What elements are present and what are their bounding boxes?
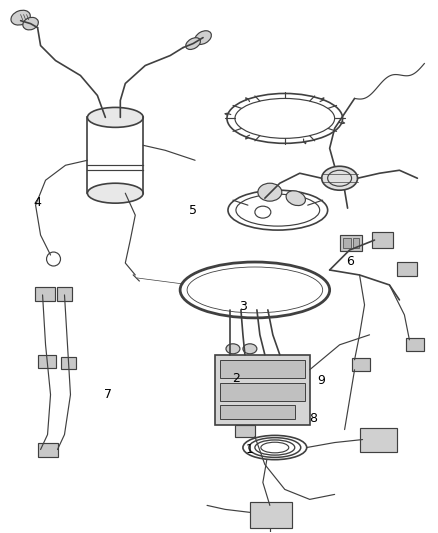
Ellipse shape [88,108,143,127]
Text: 7: 7 [104,387,112,401]
Text: 6: 6 [346,255,354,268]
Bar [220,360,305,378]
Ellipse shape [23,18,39,30]
Ellipse shape [286,191,305,206]
Bar [250,503,292,528]
Bar [397,262,417,276]
Text: 1: 1 [246,443,254,456]
Ellipse shape [243,344,257,354]
Ellipse shape [226,344,240,354]
Bar [339,235,361,251]
Bar [406,338,424,351]
Ellipse shape [321,166,357,190]
Text: 2: 2 [233,372,240,385]
Bar [38,355,56,368]
Bar [38,442,57,456]
Text: 9: 9 [318,374,325,387]
Bar [235,425,255,437]
Bar [360,427,397,451]
Text: 4: 4 [34,196,42,209]
Text: 8: 8 [309,411,317,424]
Ellipse shape [258,183,282,201]
Bar [35,287,54,301]
Ellipse shape [88,183,143,203]
Bar [220,405,295,418]
Bar [353,238,359,248]
Bar [220,383,305,401]
Bar [57,287,72,301]
Bar [60,357,77,369]
Ellipse shape [11,10,30,25]
Bar [215,355,310,425]
Bar [343,238,350,248]
Bar [371,232,393,248]
Ellipse shape [195,31,212,44]
Bar [352,358,370,371]
Text: 3: 3 [239,300,247,313]
Text: 5: 5 [189,204,197,217]
Ellipse shape [186,38,201,50]
